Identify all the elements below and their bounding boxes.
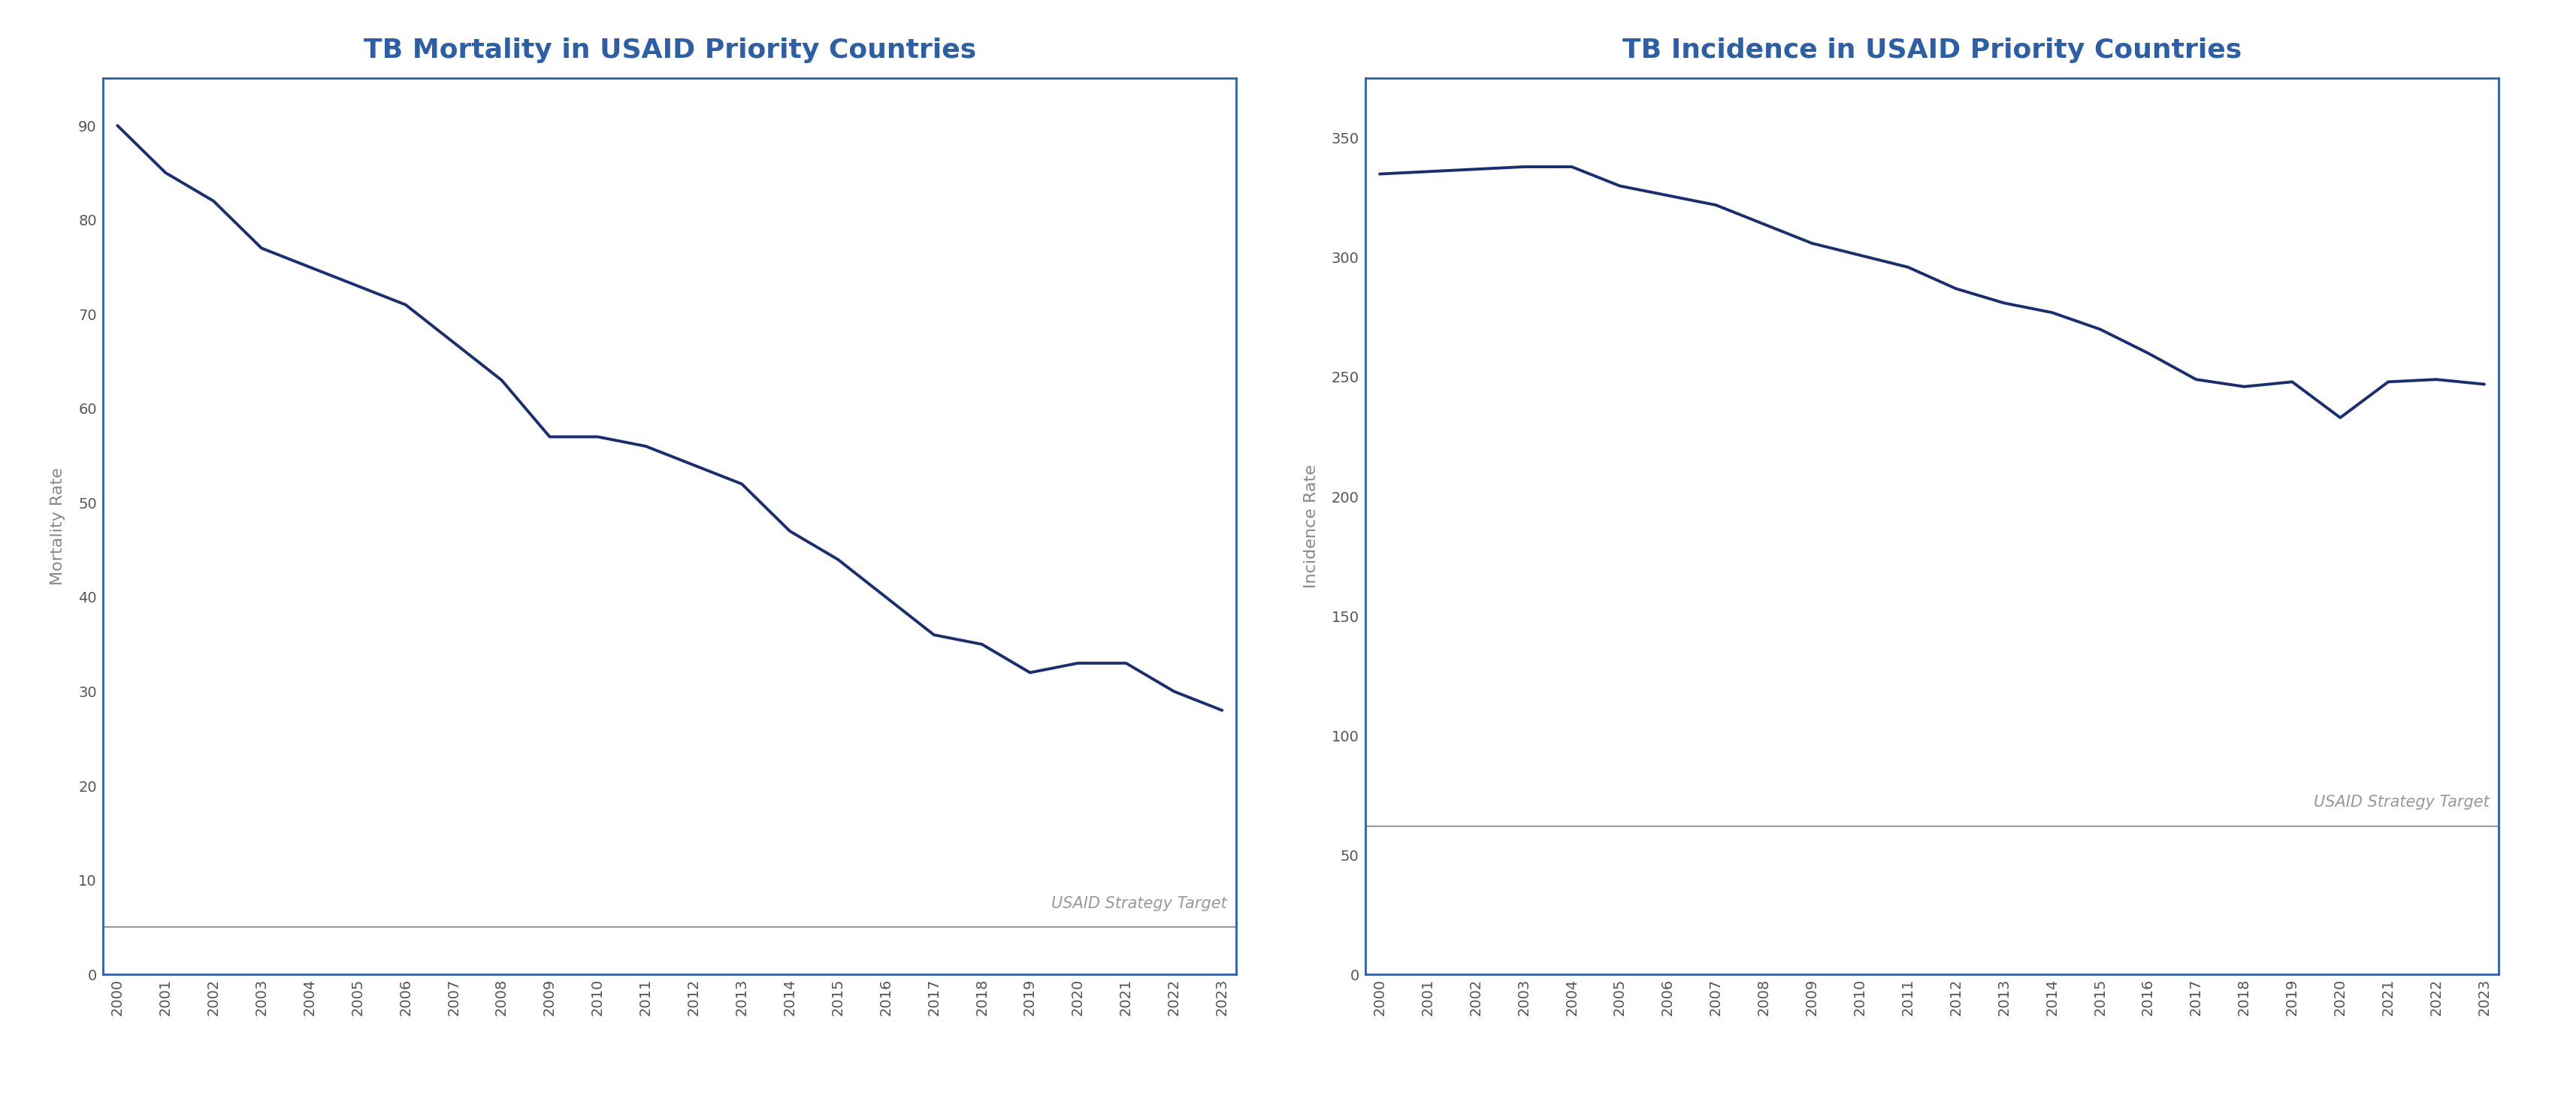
Text: USAID Strategy Target: USAID Strategy Target (2313, 795, 2488, 810)
Title: TB Mortality in USAID Priority Countries: TB Mortality in USAID Priority Countries (363, 37, 976, 63)
Text: USAID Strategy Target: USAID Strategy Target (1051, 896, 1226, 911)
Title: TB Incidence in USAID Priority Countries: TB Incidence in USAID Priority Countries (1623, 37, 2241, 63)
Y-axis label: Mortality Rate: Mortality Rate (52, 467, 64, 586)
Y-axis label: Incidence Rate: Incidence Rate (1303, 465, 1319, 588)
